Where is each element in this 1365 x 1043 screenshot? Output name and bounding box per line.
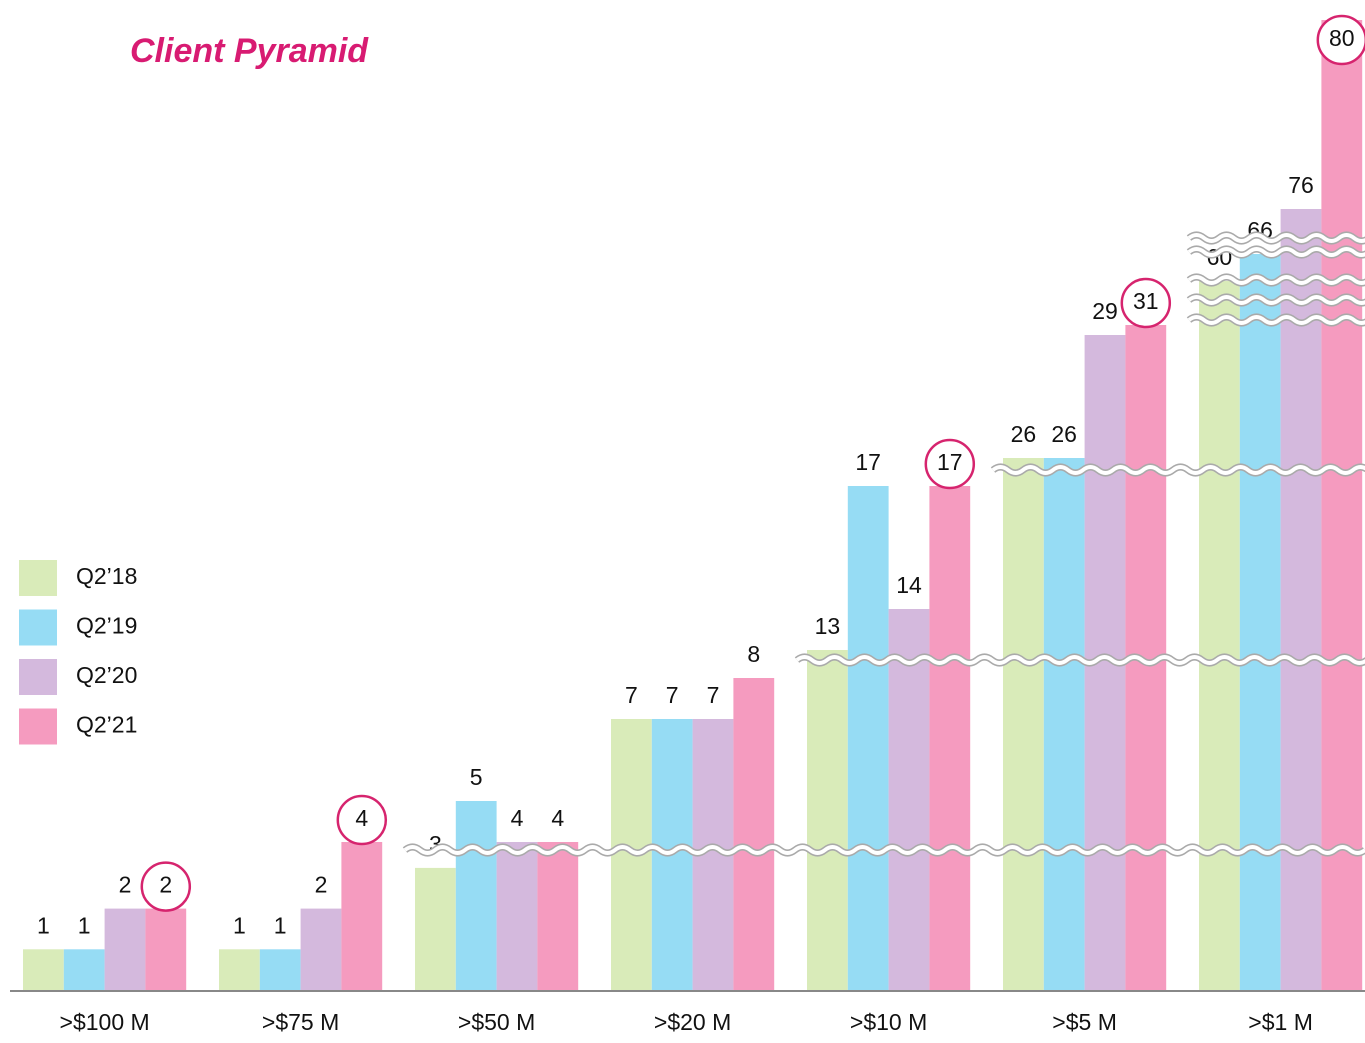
legend-label: Q2’21	[76, 712, 137, 738]
x-tick-label: >$50 M	[458, 1009, 535, 1035]
axis-break	[403, 845, 1365, 855]
legend-label: Q2’19	[76, 613, 137, 639]
value-label: 29	[1092, 298, 1118, 324]
value-label: 1	[274, 912, 287, 938]
bar	[733, 678, 775, 990]
bar	[847, 486, 889, 990]
highlight-circle	[924, 438, 976, 490]
bar	[104, 908, 146, 990]
legend-swatch	[19, 708, 57, 745]
axis-break	[991, 465, 1365, 475]
value-label: 13	[815, 613, 841, 639]
x-tick-label: >$1 M	[1248, 1009, 1313, 1035]
bar	[929, 486, 971, 990]
value-label: 1	[78, 912, 91, 938]
highlight-circle	[140, 861, 192, 912]
value-label: 17	[855, 449, 881, 475]
chart-title: Client Pyramid	[130, 32, 369, 70]
axis-break	[1187, 295, 1365, 305]
value-label: 17	[937, 449, 963, 475]
legend-swatch	[19, 659, 57, 695]
value-label: 2	[119, 872, 132, 898]
x-tick-label: >$75 M	[262, 1009, 339, 1035]
bar	[537, 842, 579, 990]
value-label: 2	[315, 872, 328, 898]
x-tick-label: >$20 M	[654, 1009, 731, 1035]
value-label: 26	[1011, 421, 1037, 447]
bar	[1199, 281, 1240, 990]
axis-break	[1187, 315, 1365, 325]
value-label: 7	[625, 682, 638, 708]
bar	[300, 908, 342, 990]
axis-break	[1187, 233, 1365, 243]
bar	[496, 842, 538, 990]
bar	[341, 842, 383, 990]
highlight-circle	[1120, 277, 1172, 329]
value-label: 14	[896, 572, 922, 598]
value-label: 7	[707, 682, 720, 708]
x-tick-label: >$5 M	[1052, 1009, 1117, 1035]
bar	[63, 949, 105, 990]
bar	[259, 949, 301, 990]
bar	[1280, 209, 1322, 990]
highlight-circle	[336, 794, 388, 846]
value-label: 31	[1133, 288, 1159, 314]
legend-swatch	[19, 609, 57, 646]
value-label: 4	[355, 805, 368, 831]
value-label: 4	[511, 805, 524, 831]
bar	[1321, 20, 1363, 990]
value-label: 4	[551, 805, 564, 831]
bar	[1043, 458, 1085, 990]
legend-label: Q2’18	[76, 563, 137, 589]
bar	[1239, 254, 1281, 990]
bar	[1003, 458, 1044, 990]
highlight-circle	[1316, 14, 1365, 66]
bar	[455, 801, 497, 990]
legend-swatch	[19, 560, 57, 596]
legend-label: Q2’20	[76, 662, 137, 688]
bar	[415, 867, 456, 990]
value-label: 76	[1288, 172, 1314, 198]
bar	[807, 650, 848, 990]
axis-break	[1187, 275, 1365, 285]
axis-break	[795, 655, 1365, 665]
value-label: 80	[1329, 25, 1355, 51]
bar	[23, 949, 64, 990]
value-label: 2	[159, 872, 172, 898]
value-label: 8	[747, 641, 760, 667]
bar	[219, 949, 260, 990]
bar	[145, 908, 187, 990]
value-label: 1	[37, 912, 50, 938]
value-label: 5	[470, 764, 483, 790]
value-label: 1	[233, 912, 246, 938]
value-label: 26	[1051, 421, 1077, 447]
axis-break	[1187, 247, 1365, 257]
bar	[888, 609, 930, 990]
x-tick-label: >$100 M	[60, 1009, 150, 1035]
value-label: 7	[666, 682, 679, 708]
x-tick-label: >$10 M	[850, 1009, 927, 1035]
